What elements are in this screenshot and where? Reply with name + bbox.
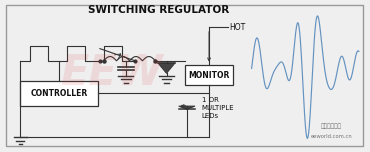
FancyBboxPatch shape [185, 65, 233, 85]
Text: CONTROLLER: CONTROLLER [31, 89, 88, 98]
Polygon shape [158, 64, 175, 73]
Text: EEW: EEW [60, 52, 162, 94]
FancyBboxPatch shape [6, 5, 363, 146]
Text: eeworld.com.cn: eeworld.com.cn [310, 134, 352, 139]
Text: HOT: HOT [229, 23, 246, 32]
Polygon shape [179, 106, 195, 109]
FancyBboxPatch shape [20, 81, 98, 106]
Text: 1 OR
MULTIPLE
LEDs: 1 OR MULTIPLE LEDs [202, 97, 234, 119]
Text: 电子工程世界: 电子工程世界 [321, 123, 342, 129]
Text: MONITOR: MONITOR [188, 71, 230, 80]
Text: SWITCHING REGULATOR: SWITCHING REGULATOR [88, 5, 230, 15]
